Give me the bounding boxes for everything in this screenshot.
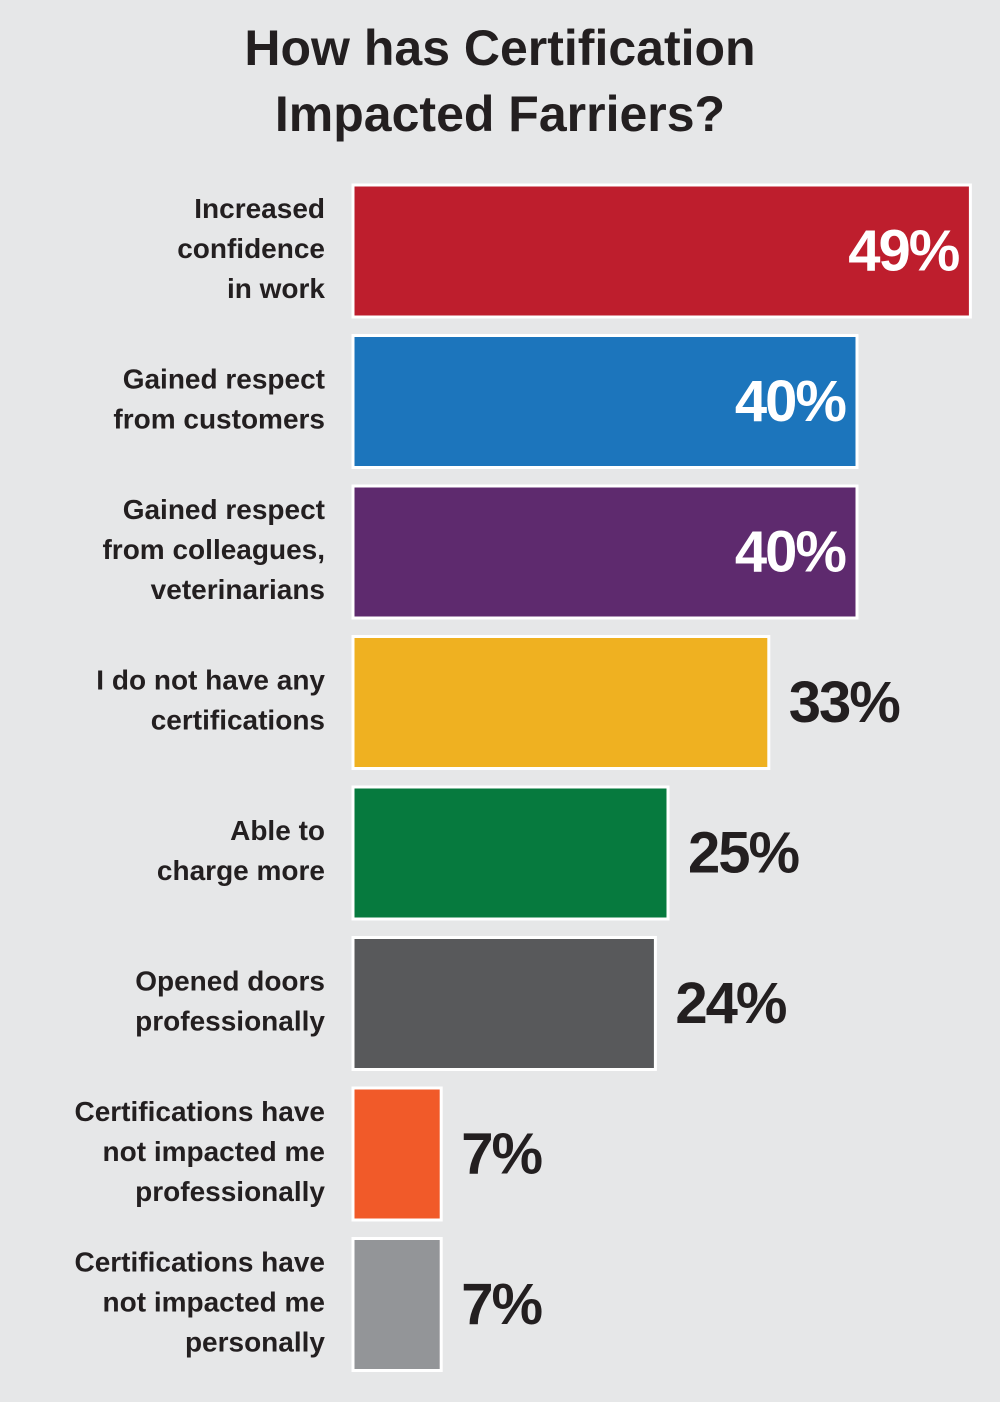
bar <box>351 484 859 620</box>
value-label: 7% <box>461 1272 542 1337</box>
value-label: 25% <box>688 820 800 885</box>
category-label: Able to charge more <box>157 815 325 886</box>
bar <box>351 1086 443 1222</box>
category-label: Gained respect from colleagues, veterinari… <box>102 494 325 605</box>
value-label: 24% <box>675 971 787 1036</box>
category-label: Certifications have not impacted me person… <box>74 1247 325 1358</box>
value-label: 49% <box>848 218 960 283</box>
bar <box>351 1237 443 1372</box>
value-label: 40% <box>735 369 847 434</box>
bar <box>351 936 657 1071</box>
value-label: 33% <box>789 670 901 735</box>
bar <box>351 785 670 921</box>
category-label: Certifications have not impacted me profes… <box>74 1096 325 1207</box>
category-label: I do not have any certifications <box>96 665 325 736</box>
category-label: Gained respect from customers <box>113 364 325 435</box>
bar <box>351 334 859 469</box>
chart-title: How has Certification Impacted Farriers? <box>244 20 755 142</box>
value-label: 40% <box>735 519 847 584</box>
bar <box>351 183 972 319</box>
category-label: Increased confidence in work <box>177 193 325 304</box>
value-label: 7% <box>461 1121 542 1186</box>
category-label: Opened doors professionally <box>135 966 325 1037</box>
bar <box>351 635 771 770</box>
